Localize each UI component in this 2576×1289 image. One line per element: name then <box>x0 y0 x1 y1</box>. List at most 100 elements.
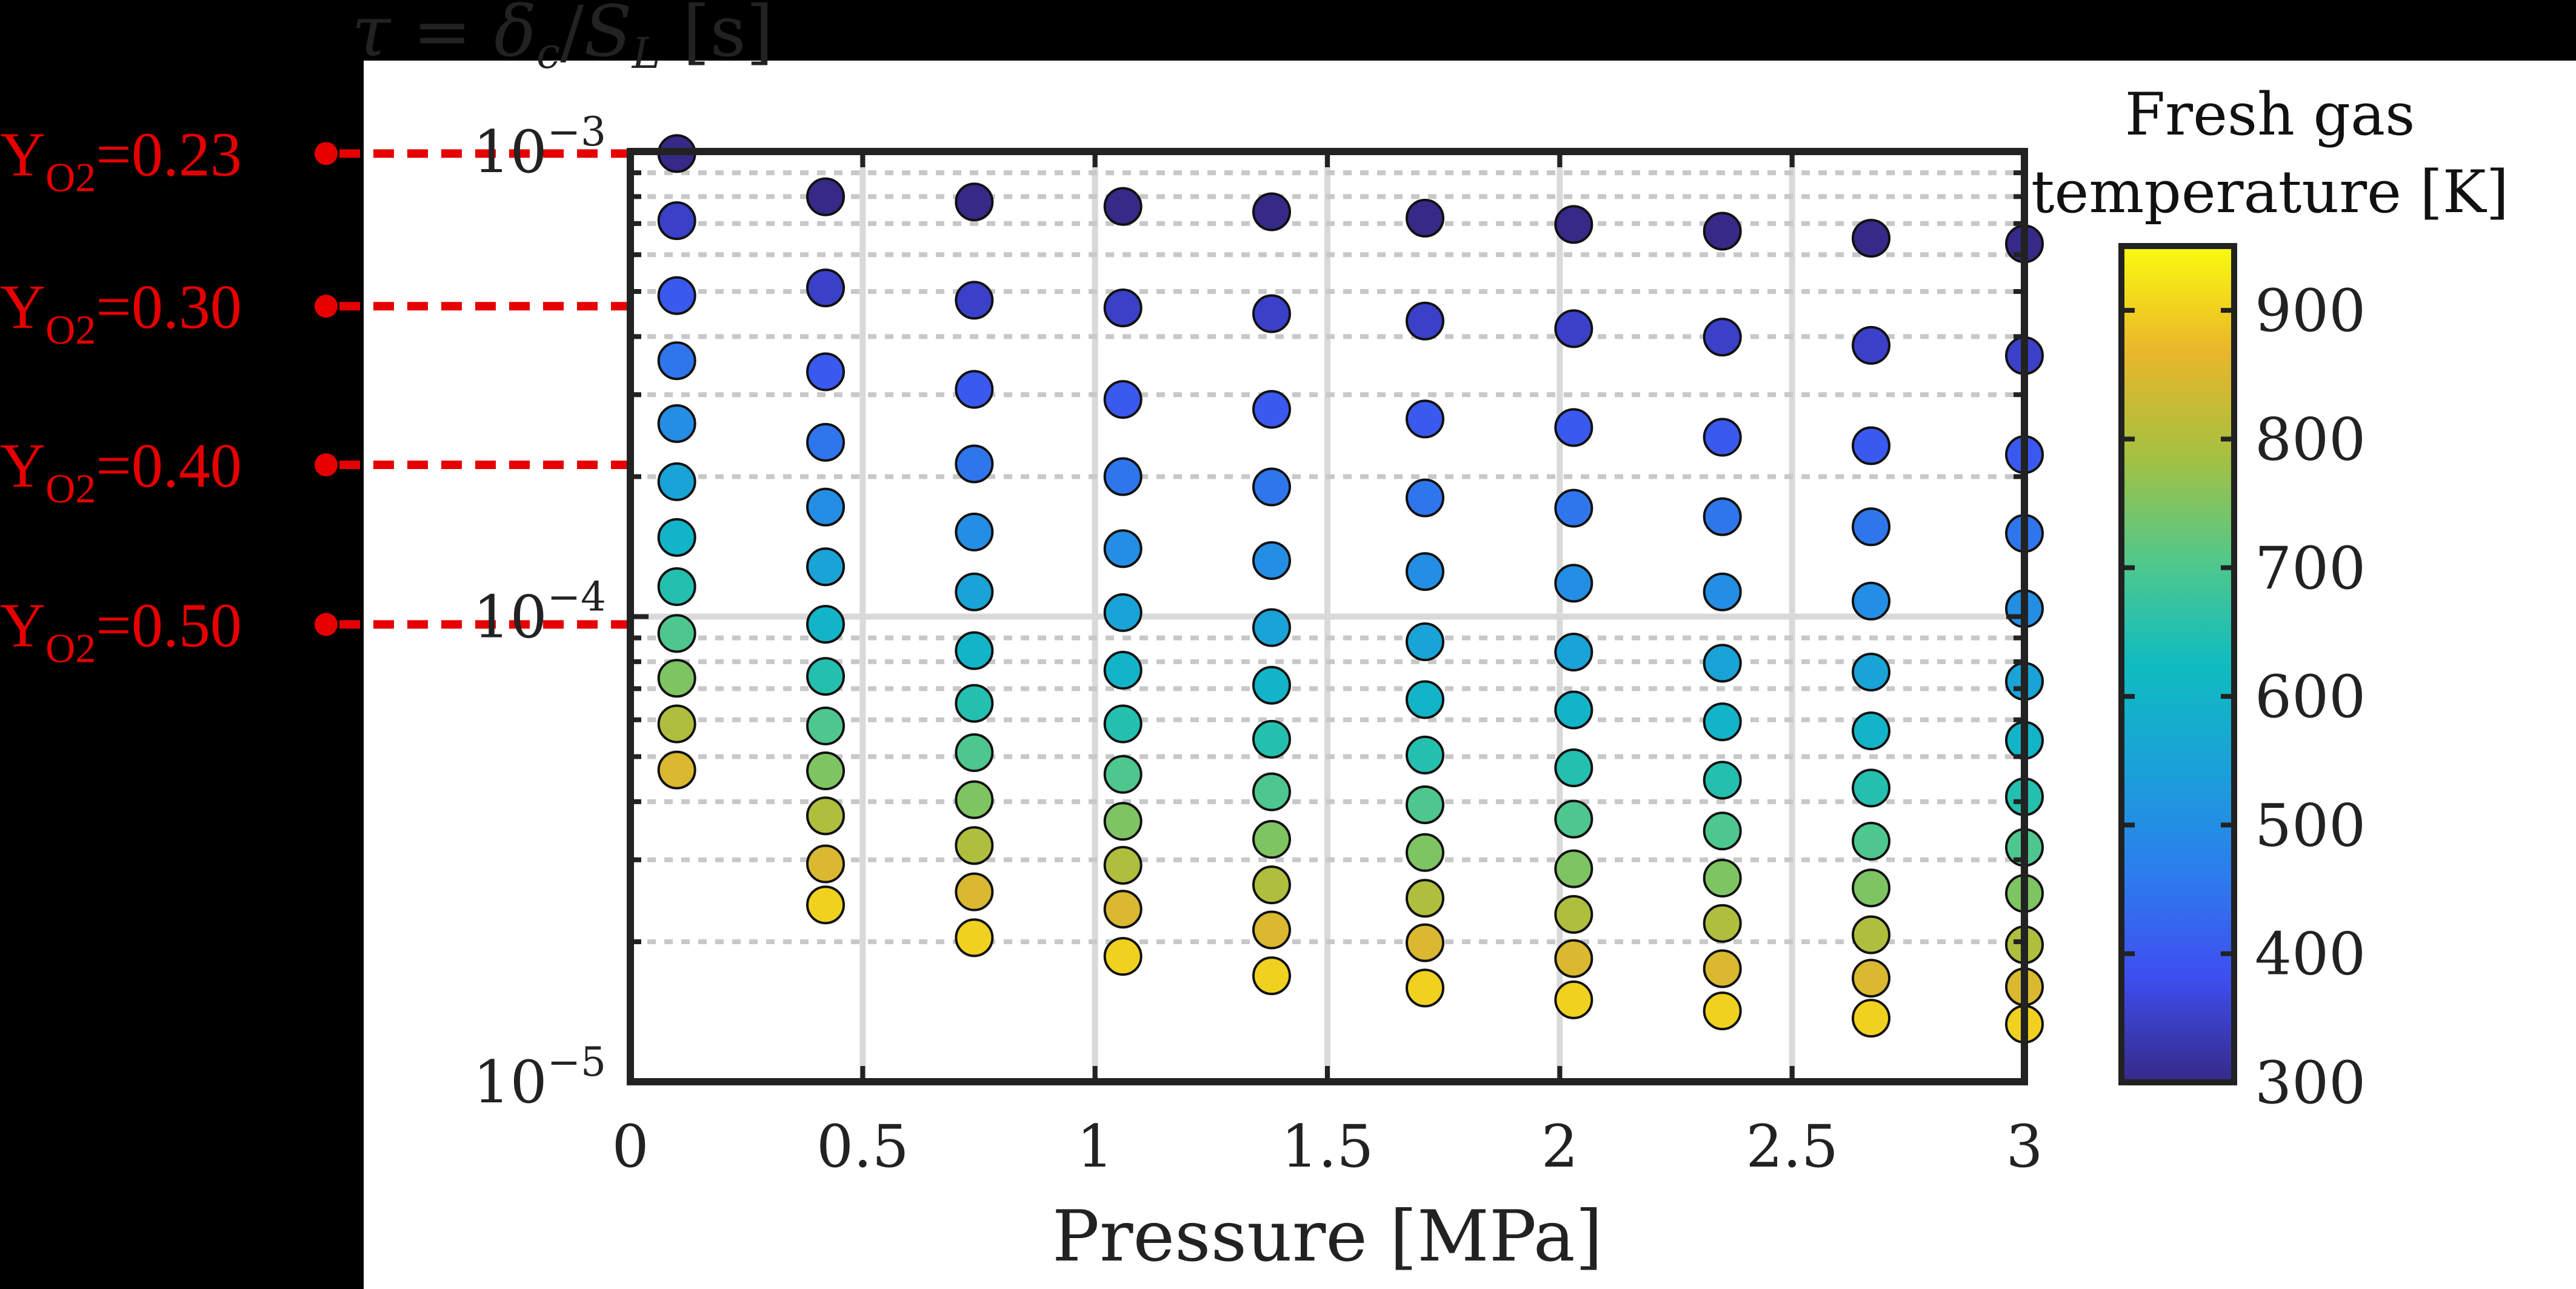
data-point <box>1103 457 1143 496</box>
data-point <box>1554 939 1593 978</box>
data-point <box>806 751 845 791</box>
data-point <box>1103 650 1143 690</box>
data-point <box>1852 959 1890 998</box>
data-point <box>1703 644 1742 683</box>
data-point <box>1703 904 1742 943</box>
data-point <box>1406 478 1444 518</box>
data-point <box>1103 937 1143 976</box>
data-point <box>657 276 696 315</box>
data-point <box>806 547 845 587</box>
data-point <box>1554 849 1593 888</box>
data-point <box>955 572 994 611</box>
data-point <box>806 422 845 462</box>
data-point <box>1252 865 1291 905</box>
x-tick-label: 2.5 <box>1746 1113 1838 1181</box>
data-point <box>657 704 696 744</box>
data-point <box>1103 529 1143 568</box>
colorbar-tick-label: 600 <box>2255 663 2366 731</box>
data-point <box>1852 868 1890 908</box>
x-tick-label: 1 <box>1076 1113 1113 1181</box>
x-axis-title: Pressure [MPa] <box>1052 1196 1603 1277</box>
data-point <box>1252 910 1291 950</box>
colorbar-tick-label: 300 <box>2255 1049 2366 1117</box>
y-tick-label: 10−3 <box>473 108 606 186</box>
data-point <box>1852 999 1890 1038</box>
data-point <box>955 826 994 865</box>
yo2-label: YO2=0.50 <box>0 590 242 671</box>
data-point <box>955 872 994 911</box>
data-point <box>1703 949 1742 988</box>
y-tick-label: 10−4 <box>473 574 606 651</box>
data-point <box>806 487 845 527</box>
data-point <box>657 518 696 557</box>
data-point <box>1703 702 1742 742</box>
data-point <box>806 657 845 696</box>
data-point <box>1554 690 1593 730</box>
data-point <box>955 631 994 670</box>
data-point <box>657 567 696 607</box>
data-point <box>1406 785 1444 824</box>
data-point <box>657 341 696 381</box>
data-point <box>1852 915 1890 954</box>
data-point <box>657 462 696 501</box>
data-point <box>1103 845 1143 885</box>
data-point <box>955 281 994 320</box>
data-point <box>657 659 696 698</box>
data-point <box>657 404 696 444</box>
x-tick-label: 3 <box>2006 1113 2043 1181</box>
colorbar-tick-label: 700 <box>2255 535 2366 602</box>
colorbar-ticks: 300 400 500 600 700 800 900 <box>2121 277 2366 1117</box>
data-point <box>1103 754 1143 794</box>
data-point <box>1252 390 1291 429</box>
data-point <box>1554 799 1593 839</box>
colorbar <box>2118 243 2237 1085</box>
data-point <box>1554 564 1593 603</box>
data-point <box>806 352 845 391</box>
x-tick-label: 0.5 <box>816 1113 909 1181</box>
data-point <box>1852 822 1890 861</box>
data-point <box>1852 768 1890 808</box>
data-point <box>1703 859 1742 898</box>
data-point <box>1554 894 1593 934</box>
axis-ticks: 0 0.5 1 1.5 2 2.5 3 10−5 10−4 10−3 <box>473 108 2043 1181</box>
data-point <box>1252 192 1291 231</box>
data-point <box>1252 772 1291 811</box>
data-point <box>1554 633 1593 672</box>
data-point <box>1554 980 1593 1019</box>
yo2-label: YO2=0.23 <box>0 119 242 200</box>
data-point <box>1554 488 1593 528</box>
data-point <box>1554 309 1593 348</box>
data-point <box>1703 318 1742 357</box>
data-point <box>806 796 845 836</box>
data-point <box>1406 879 1444 918</box>
data-point <box>1103 380 1143 419</box>
data-point <box>1703 212 1742 251</box>
data-point <box>1252 719 1291 759</box>
yo2-marker <box>315 613 338 636</box>
data-point <box>1703 991 1742 1031</box>
data-point <box>1103 187 1143 226</box>
data-point <box>806 844 845 884</box>
data-point <box>955 733 994 772</box>
data-point <box>1554 408 1593 447</box>
data-point <box>955 444 994 484</box>
data-point <box>1703 572 1742 611</box>
data-point <box>1703 761 1742 800</box>
data-point <box>1703 811 1742 851</box>
y-axis-title: τ = δc/SL [s] <box>352 0 773 78</box>
data-point <box>1406 301 1444 341</box>
data-point <box>657 614 696 653</box>
data-point <box>806 605 845 644</box>
data-point <box>1852 219 1890 258</box>
data-point <box>1252 294 1291 333</box>
data-point <box>1406 680 1444 719</box>
data-point <box>1406 923 1444 962</box>
yo2-marker <box>315 142 338 165</box>
data-point <box>1406 399 1444 439</box>
data-point <box>1852 581 1890 621</box>
data-point <box>1703 497 1742 536</box>
data-point <box>1103 704 1143 744</box>
yo2-marker <box>315 295 338 318</box>
data-point <box>1852 652 1890 691</box>
data-point <box>1852 426 1890 465</box>
